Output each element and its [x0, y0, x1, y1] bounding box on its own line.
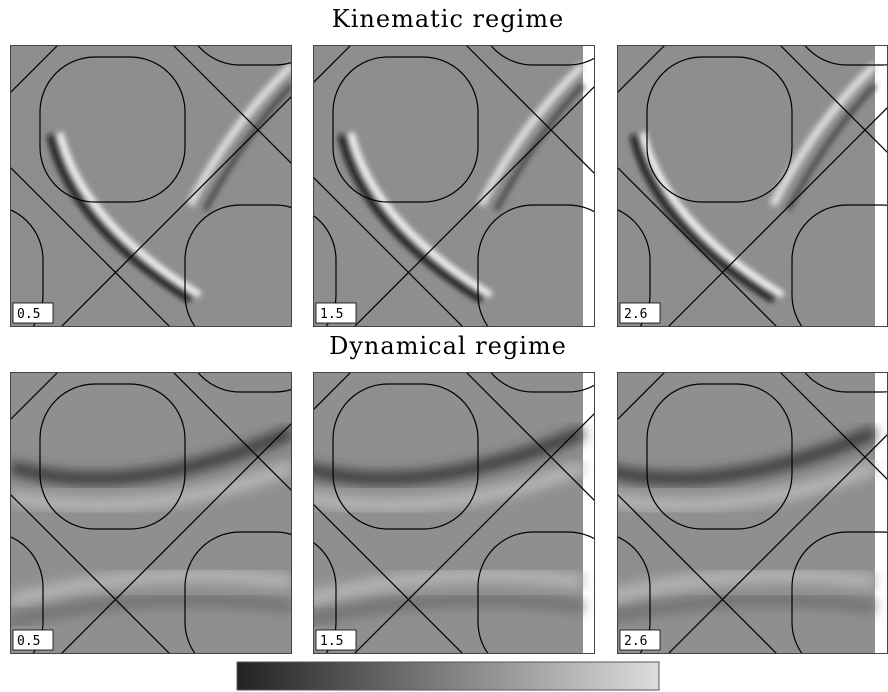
- colorbar: [237, 662, 659, 690]
- field: [10, 45, 292, 327]
- time-label: 2.6: [624, 634, 647, 649]
- time-label: 0.5: [17, 634, 40, 649]
- time-label: 1.5: [320, 634, 343, 649]
- time-label: 1.5: [320, 307, 343, 322]
- row-title: Kinematic regime: [332, 5, 564, 33]
- time-label: 0.5: [17, 307, 40, 322]
- row-title: Dynamical regime: [329, 332, 567, 360]
- field: [301, 45, 583, 327]
- field: [301, 372, 583, 654]
- figure: Kinematic regime Dynamical regime 0.5 1.5…: [0, 0, 888, 692]
- field: [10, 372, 292, 654]
- time-label: 2.6: [624, 307, 647, 322]
